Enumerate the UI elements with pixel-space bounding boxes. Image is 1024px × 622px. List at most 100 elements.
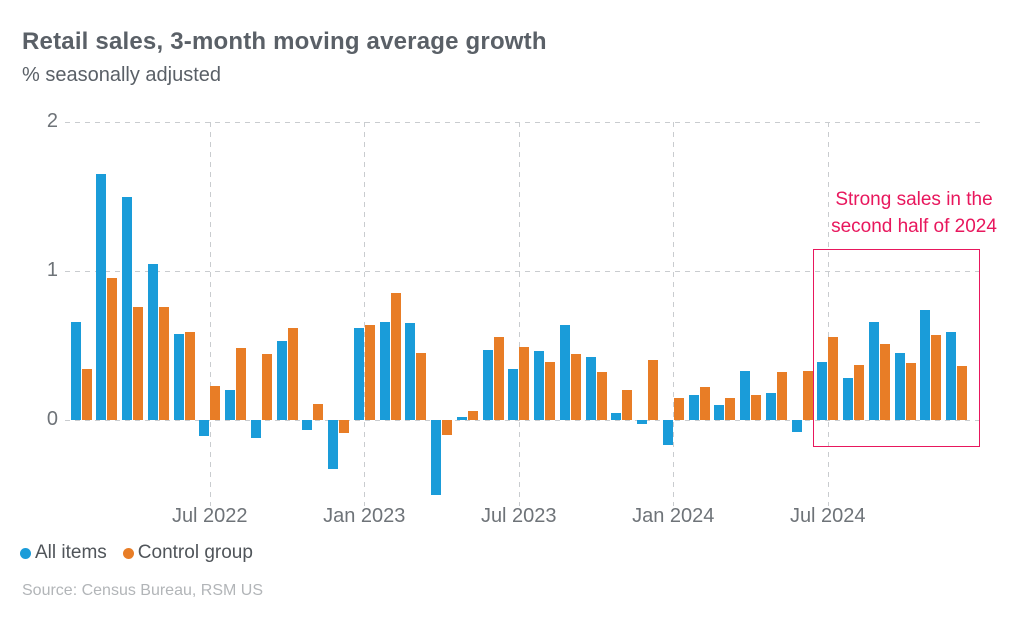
bar-all-items	[96, 174, 107, 420]
bar-control-group	[416, 352, 427, 420]
bar-all-items	[817, 361, 828, 420]
bar-control-group	[622, 390, 633, 420]
bar-control-group	[854, 364, 864, 420]
bar-control-group	[905, 363, 916, 420]
bar-all-items	[662, 420, 673, 446]
gridline-x	[364, 122, 366, 506]
bar-control-group	[210, 385, 221, 420]
bar-all-items	[637, 420, 647, 425]
gridline-y	[65, 122, 985, 123]
bar-all-items	[740, 370, 750, 420]
bar-all-items	[688, 394, 699, 420]
bar-all-items	[585, 357, 596, 420]
bar-control-group	[339, 420, 349, 434]
bar-all-items	[456, 417, 467, 420]
page-title: Retail sales, 3-month moving average gro…	[22, 28, 547, 55]
bar-control-group	[596, 372, 607, 420]
bar-control-group	[442, 420, 452, 435]
bar-control-group	[287, 327, 298, 420]
bar-control-group	[133, 306, 143, 420]
bar-all-items	[431, 420, 441, 495]
bar-all-items	[276, 341, 287, 420]
annotation-line-1: Strong sales in the	[835, 189, 993, 210]
bar-all-items	[534, 351, 544, 420]
bar-all-items	[250, 420, 261, 438]
bar-control-group	[519, 346, 530, 420]
bar-all-items	[559, 324, 570, 420]
highlight-box	[812, 249, 980, 447]
bar-all-items	[791, 420, 802, 432]
bar-all-items	[482, 349, 493, 420]
bar-all-items	[508, 369, 519, 420]
bar-all-items	[328, 420, 338, 470]
x-tick-label: Jan 2024	[632, 505, 715, 527]
bar-control-group	[364, 324, 375, 420]
annotation-line-2: second half of 2024	[831, 216, 997, 237]
x-tick-label: Jul 2023	[480, 505, 557, 527]
gridline-x	[673, 122, 675, 506]
bar-control-group	[751, 394, 761, 420]
bar-all-items	[920, 309, 931, 420]
annotation-text: Strong sales in the second half of 2024	[804, 186, 1024, 240]
x-tick-label: Jul 2022	[171, 505, 248, 527]
bar-all-items	[843, 378, 853, 420]
bar-control-group	[673, 397, 684, 420]
x-tick-label: Jan 2023	[323, 505, 406, 527]
gridline-x	[827, 122, 829, 506]
y-tick-label: 0	[46, 408, 58, 430]
legend-item-all-items: All items	[20, 542, 107, 564]
bar-control-group	[802, 370, 813, 420]
bar-control-group	[313, 403, 324, 420]
bar-control-group	[725, 397, 736, 420]
bar-all-items	[353, 327, 364, 420]
bar-control-group	[158, 306, 169, 420]
bar-all-items	[894, 352, 905, 420]
legend-dot-control-group-icon	[122, 547, 134, 559]
bar-control-group	[776, 372, 787, 420]
bar-control-group	[261, 354, 272, 420]
legend-label-all-items: All items	[35, 542, 107, 563]
source-text: Source: Census Bureau, RSM US	[22, 582, 263, 599]
bar-all-items	[765, 393, 776, 420]
gridline-y	[65, 420, 985, 421]
bar-control-group	[81, 369, 92, 420]
bar-all-items	[147, 263, 158, 420]
legend-label-control-group: Control group	[137, 542, 253, 563]
bar-all-items	[379, 321, 390, 420]
y-tick-label: 2	[46, 110, 58, 132]
bar-all-items	[173, 333, 184, 420]
bar-all-items	[714, 405, 725, 420]
bar-control-group	[184, 332, 195, 420]
bar-control-group	[390, 293, 401, 420]
bar-all-items	[302, 420, 313, 431]
gridline-x	[518, 122, 520, 506]
bar-control-group	[236, 348, 246, 420]
legend-item-control-group: Control group	[122, 542, 253, 564]
bar-all-items	[946, 332, 956, 420]
bar-all-items	[405, 323, 416, 420]
chart-subtitle: % seasonally adjusted	[22, 64, 222, 86]
gridline-x	[209, 122, 211, 506]
legend: All items Control group	[20, 542, 253, 564]
bar-control-group	[957, 366, 967, 420]
bar-control-group	[570, 354, 581, 420]
bar-control-group	[545, 361, 555, 420]
bar-control-group	[467, 411, 478, 420]
bar-all-items	[225, 390, 235, 420]
gridline-y	[65, 271, 985, 272]
bar-control-group	[828, 336, 839, 420]
bar-all-items	[70, 321, 81, 420]
bar-control-group	[699, 387, 710, 420]
bar-all-items	[868, 321, 879, 420]
bar-control-group	[493, 336, 504, 420]
bar-control-group	[648, 360, 658, 420]
bar-all-items	[199, 420, 210, 437]
bar-control-group	[931, 335, 942, 420]
y-tick-label: 1	[46, 259, 58, 281]
legend-dot-all-items-icon	[20, 547, 31, 559]
bar-all-items	[611, 412, 622, 420]
bar-all-items	[122, 196, 132, 420]
bar-control-group	[107, 278, 118, 420]
